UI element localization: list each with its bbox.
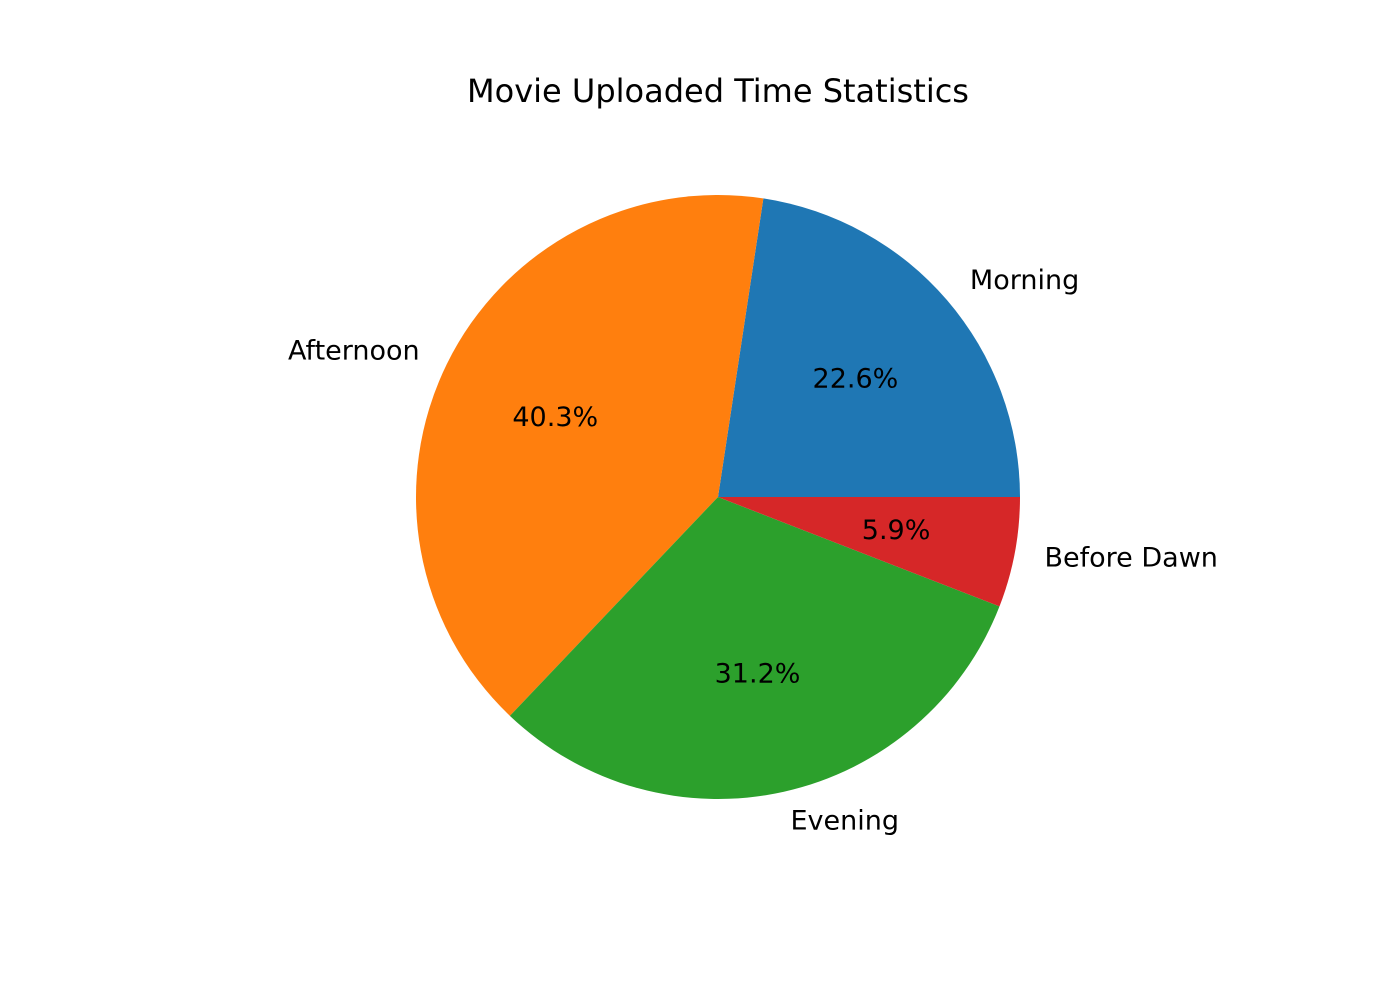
pie-slice-morning [718, 198, 1020, 497]
pie-slice-before-dawn [718, 497, 1020, 607]
slice-label: Evening [790, 806, 899, 837]
pie-slice-evening [509, 497, 1000, 799]
pie-slice-afternoon [416, 195, 764, 716]
chart-title: Movie Uploaded Time Statistics [467, 72, 969, 110]
slice-label: Afternoon [288, 335, 420, 366]
slice-percent-label: 40.3% [512, 402, 598, 433]
slice-label: Morning [970, 265, 1079, 296]
slice-percent-label: 5.9% [862, 515, 931, 546]
slice-percent-label: 31.2% [715, 658, 801, 689]
pie-wedges [416, 195, 1020, 799]
pie-labels: Morning 22.6% Afternoon 40.3% Evening 31.2% Be… [288, 265, 1218, 837]
slice-label: Before Dawn [1045, 543, 1218, 574]
slice-percent-label: 22.6% [813, 363, 899, 394]
